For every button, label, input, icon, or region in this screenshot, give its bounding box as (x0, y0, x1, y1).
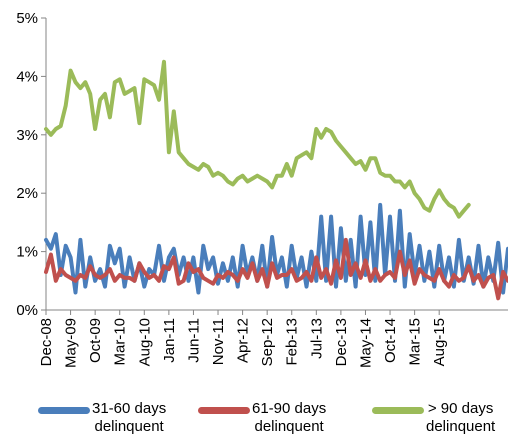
legend: 31-60 days delinquent 61-90 days delinqu… (0, 400, 508, 448)
x-tick-label: May-09 (63, 318, 80, 368)
x-tick-label: May-14 (357, 318, 374, 368)
line-chart: 0% 1% 2% 3% 4% 5% Dec-08 May-09 Oct-09 Mar-10 Aug… (16, 10, 508, 368)
y-tick-label: 2% (16, 185, 38, 202)
y-tick-label: 5% (16, 10, 38, 27)
legend-swatch-over-90 (372, 407, 424, 414)
x-tick-label: Jul-13 (308, 318, 325, 359)
y-tick-label: 0% (16, 302, 38, 319)
legend-swatch-31-60 (38, 407, 90, 414)
y-tick-label: 4% (16, 68, 38, 85)
legend-item-61-90: 61-90 days delinquent (198, 400, 326, 436)
x-tick-label: Aug-15 (431, 318, 448, 366)
x-tick-label: Mar-10 (112, 318, 129, 366)
x-tick-label: Jun-11 (185, 318, 202, 363)
series-lines (44, 59, 508, 301)
legend-item-over-90: > 90 days delinquent (372, 400, 495, 436)
legend-label-31-60: 31-60 days delinquent (92, 400, 167, 435)
legend-swatch-61-90 (198, 407, 250, 414)
x-tick-label: Dec-13 (333, 318, 350, 366)
y-axis-tick-labels: 0% 1% 2% 3% 4% 5% (16, 10, 38, 319)
x-tick-label: Jan-11 (161, 318, 178, 363)
series-line-2 (44, 59, 471, 219)
x-axis-tick-labels: Dec-08 May-09 Oct-09 Mar-10 Aug-10 Jan-11 Jun-… (38, 318, 448, 368)
x-tick-label: Oct-09 (87, 318, 104, 363)
x-tick-label: Feb-13 (284, 318, 301, 366)
x-axis-ticks (45, 310, 440, 315)
y-tick-label: 1% (16, 244, 38, 261)
x-tick-label: Dec-08 (38, 318, 55, 366)
x-tick-label: Nov-11 (210, 318, 227, 365)
legend-item-31-60: 31-60 days delinquent (38, 400, 166, 436)
axes (45, 18, 508, 311)
legend-label-61-90: 61-90 days delinquent (252, 400, 327, 435)
y-tick-label: 3% (16, 127, 38, 144)
x-tick-label: Oct-14 (382, 318, 399, 363)
y-axis-ticks (41, 17, 46, 311)
x-tick-label: Apr-12 (235, 318, 252, 363)
series-line-1 (44, 237, 508, 301)
legend-label-over-90: > 90 days delinquent (426, 400, 496, 435)
x-tick-label: Sep-12 (259, 318, 276, 366)
x-tick-label: Aug-10 (136, 318, 153, 366)
x-tick-label: Mar-15 (407, 318, 424, 366)
